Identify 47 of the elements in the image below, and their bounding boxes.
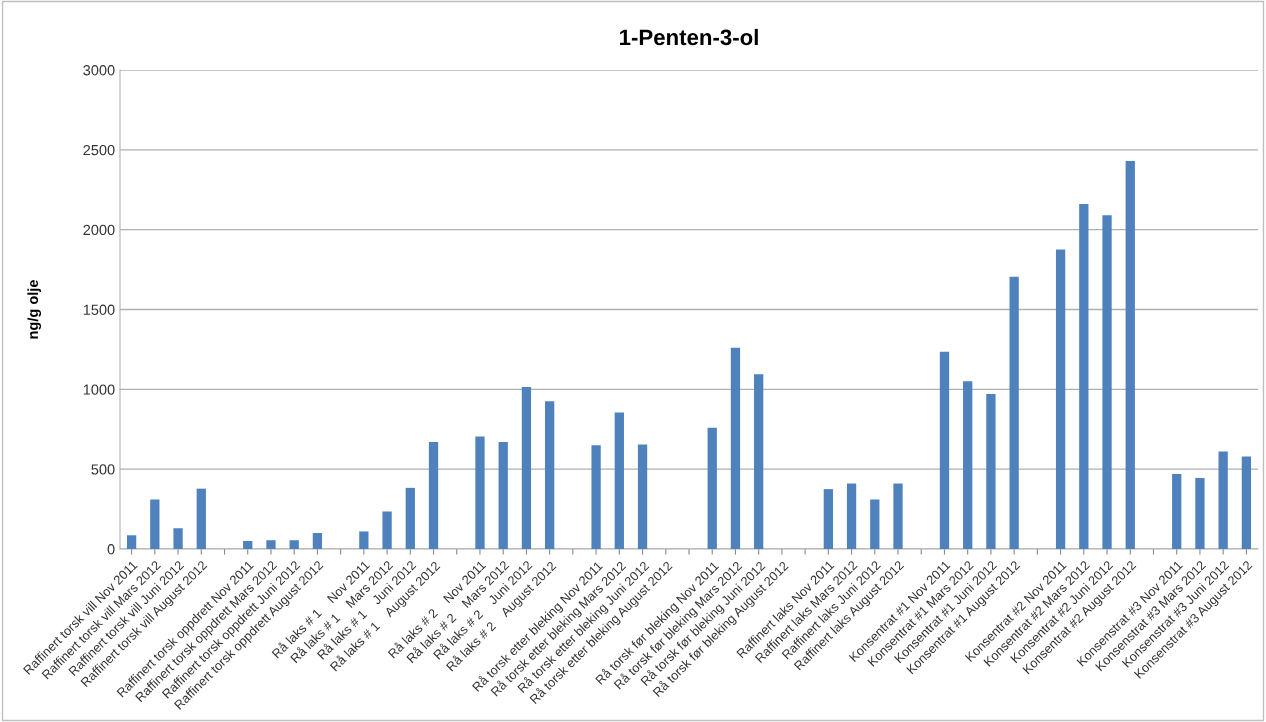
bar (939, 351, 950, 549)
y-tick-label: 1500 (83, 304, 115, 315)
bar (498, 442, 508, 549)
bar (1102, 215, 1112, 549)
bar (754, 374, 764, 549)
bar (405, 487, 415, 549)
y-axis-title: ng/g olje (27, 280, 42, 339)
bar (1195, 477, 1205, 549)
bar (266, 540, 276, 549)
bar (1055, 249, 1066, 549)
bar (707, 427, 717, 549)
bar (614, 412, 624, 549)
chart-title: 1-Penten-3-ol (620, 28, 758, 46)
bar (1009, 276, 1019, 549)
y-tick-label: 500 (91, 464, 115, 475)
bar (1079, 204, 1089, 549)
bar (475, 436, 485, 549)
bar (870, 499, 880, 549)
bar (312, 533, 323, 549)
bar (730, 347, 741, 549)
bar (428, 442, 439, 549)
bar (150, 499, 160, 549)
bar (963, 381, 973, 549)
bar (637, 444, 648, 549)
bar (823, 489, 833, 549)
bar (173, 528, 183, 549)
bar (893, 483, 903, 549)
bar (289, 540, 299, 549)
bar (545, 401, 555, 549)
bar (1241, 456, 1252, 549)
y-tick-label: 0 (107, 544, 115, 555)
bar (846, 483, 857, 549)
y-tick-label: 2500 (83, 144, 115, 156)
bar (1172, 473, 1182, 549)
bar (591, 445, 601, 549)
bar (126, 535, 137, 549)
bar (986, 394, 996, 549)
y-tick-label: 2000 (83, 224, 115, 236)
bar (1125, 161, 1135, 549)
bar (1218, 451, 1228, 549)
bar (521, 386, 532, 549)
bar (359, 531, 369, 549)
y-tick-label: 3000 (83, 65, 115, 76)
bar (382, 511, 392, 549)
bar (196, 488, 206, 549)
bar (243, 541, 253, 549)
y-tick-label: 1000 (83, 384, 115, 395)
